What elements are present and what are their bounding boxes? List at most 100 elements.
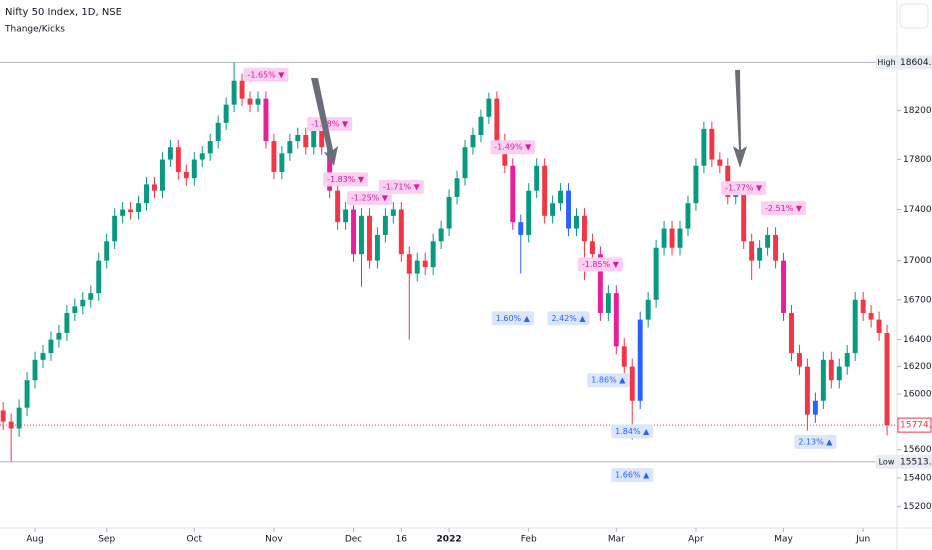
candle-body <box>239 80 245 99</box>
candle-body <box>574 215 579 229</box>
x-tick-label: Nov <box>265 535 283 545</box>
y-tick-label: 16400.00 <box>903 335 932 345</box>
annotation-box <box>721 181 767 196</box>
candle-body <box>685 203 691 229</box>
candle-body <box>335 190 341 223</box>
candle-body <box>40 353 46 360</box>
candle-body <box>454 178 460 197</box>
annotation-label: 1.86% ▲ <box>591 376 626 385</box>
annotation-label: -1.25% ▼ <box>351 194 389 203</box>
y-tick-label: 15600.00 <box>903 445 932 455</box>
candle-body <box>820 359 826 401</box>
annotation-box <box>323 172 369 187</box>
candle-body <box>351 209 357 255</box>
candle-body <box>757 247 763 261</box>
candle-body <box>287 141 293 154</box>
candle-body <box>48 339 54 354</box>
candle-body <box>223 104 229 123</box>
candle-body <box>812 400 818 415</box>
level-tag <box>876 454 897 469</box>
candle-body <box>828 359 834 381</box>
level-label: High <box>877 58 895 67</box>
annotation: -1.49% ▼ <box>490 140 536 155</box>
candle-body <box>374 234 380 261</box>
annotation-box <box>491 311 534 326</box>
candle-body <box>167 147 173 160</box>
candle-body <box>836 366 842 381</box>
candle-body <box>637 319 643 401</box>
candle-body <box>120 209 126 216</box>
candle-body <box>645 299 651 320</box>
annotation: -1.77% ▼ <box>721 181 767 196</box>
candle-body <box>765 234 771 248</box>
candle-body <box>136 203 142 213</box>
annotation: -1.58% ▼ <box>307 117 353 132</box>
candle-body <box>462 147 468 179</box>
y-tick-label: 17400.00 <box>903 205 932 215</box>
candle-body <box>263 98 269 142</box>
candle-body <box>621 346 627 367</box>
candle-body <box>478 116 484 135</box>
candle-body <box>398 209 404 255</box>
candle-body <box>72 306 78 313</box>
y-tick-label: 16200.00 <box>903 362 932 372</box>
annotation-label: -2.51% ▼ <box>765 204 803 213</box>
arrow <box>733 70 747 168</box>
candle-body <box>199 153 205 160</box>
annotation-label: 1.66% ▲ <box>615 471 650 480</box>
candle-body <box>56 332 62 340</box>
candle-body <box>112 215 118 242</box>
annotation-box <box>243 67 289 82</box>
candle-body <box>159 159 165 191</box>
candle-body <box>32 359 38 381</box>
overlay <box>311 70 747 168</box>
x-tick-label: Mar <box>608 535 625 545</box>
annotation-label: 2.13% ▲ <box>798 437 833 446</box>
candle-body <box>128 209 134 213</box>
candle-body <box>175 147 181 172</box>
candle-body <box>796 353 802 367</box>
candle-body <box>343 209 349 223</box>
candle-body <box>183 171 189 179</box>
annotation: -1.71% ▼ <box>378 179 424 194</box>
x-tick-label: Oct <box>187 535 203 545</box>
candle-body <box>64 312 70 333</box>
candle-body <box>390 209 396 216</box>
annotation: -1.25% ▼ <box>346 191 392 206</box>
x-tick-label: Sep <box>98 535 115 545</box>
candle-body <box>0 410 6 422</box>
annotation: 1.86% ▲ <box>587 373 630 388</box>
candle-body <box>144 184 149 204</box>
candle-body <box>366 215 372 261</box>
candle-body <box>96 260 102 294</box>
candle-body <box>406 254 412 274</box>
candle-body <box>518 222 524 235</box>
candle-body <box>868 312 874 320</box>
x-tick-label: Apr <box>688 535 704 545</box>
candle-body <box>860 299 866 313</box>
candle-body <box>589 241 595 255</box>
annotation-box <box>611 424 654 439</box>
annotation: -1.85% ▼ <box>577 257 623 272</box>
candle-body <box>271 141 277 172</box>
candle-body <box>191 159 197 179</box>
candle-body <box>414 260 420 274</box>
annotation-box <box>547 311 590 326</box>
annotation-label: -1.85% ▼ <box>582 260 620 269</box>
y-tick-label: 15400.00 <box>903 473 932 483</box>
candle-body <box>804 366 810 415</box>
candle-body <box>279 153 285 172</box>
candle-body <box>852 299 858 354</box>
candle-body <box>550 203 556 216</box>
candle-body <box>558 190 564 204</box>
candle-body <box>749 241 755 261</box>
menu-button[interactable] <box>899 3 929 29</box>
candle-body <box>215 122 221 142</box>
x-tick-label: 16 <box>396 535 408 545</box>
candle-body <box>359 215 364 255</box>
annotation-label: -1.77% ▼ <box>725 184 763 193</box>
candle-body <box>709 128 715 160</box>
candle-body <box>566 190 572 229</box>
candle-body <box>80 299 86 307</box>
